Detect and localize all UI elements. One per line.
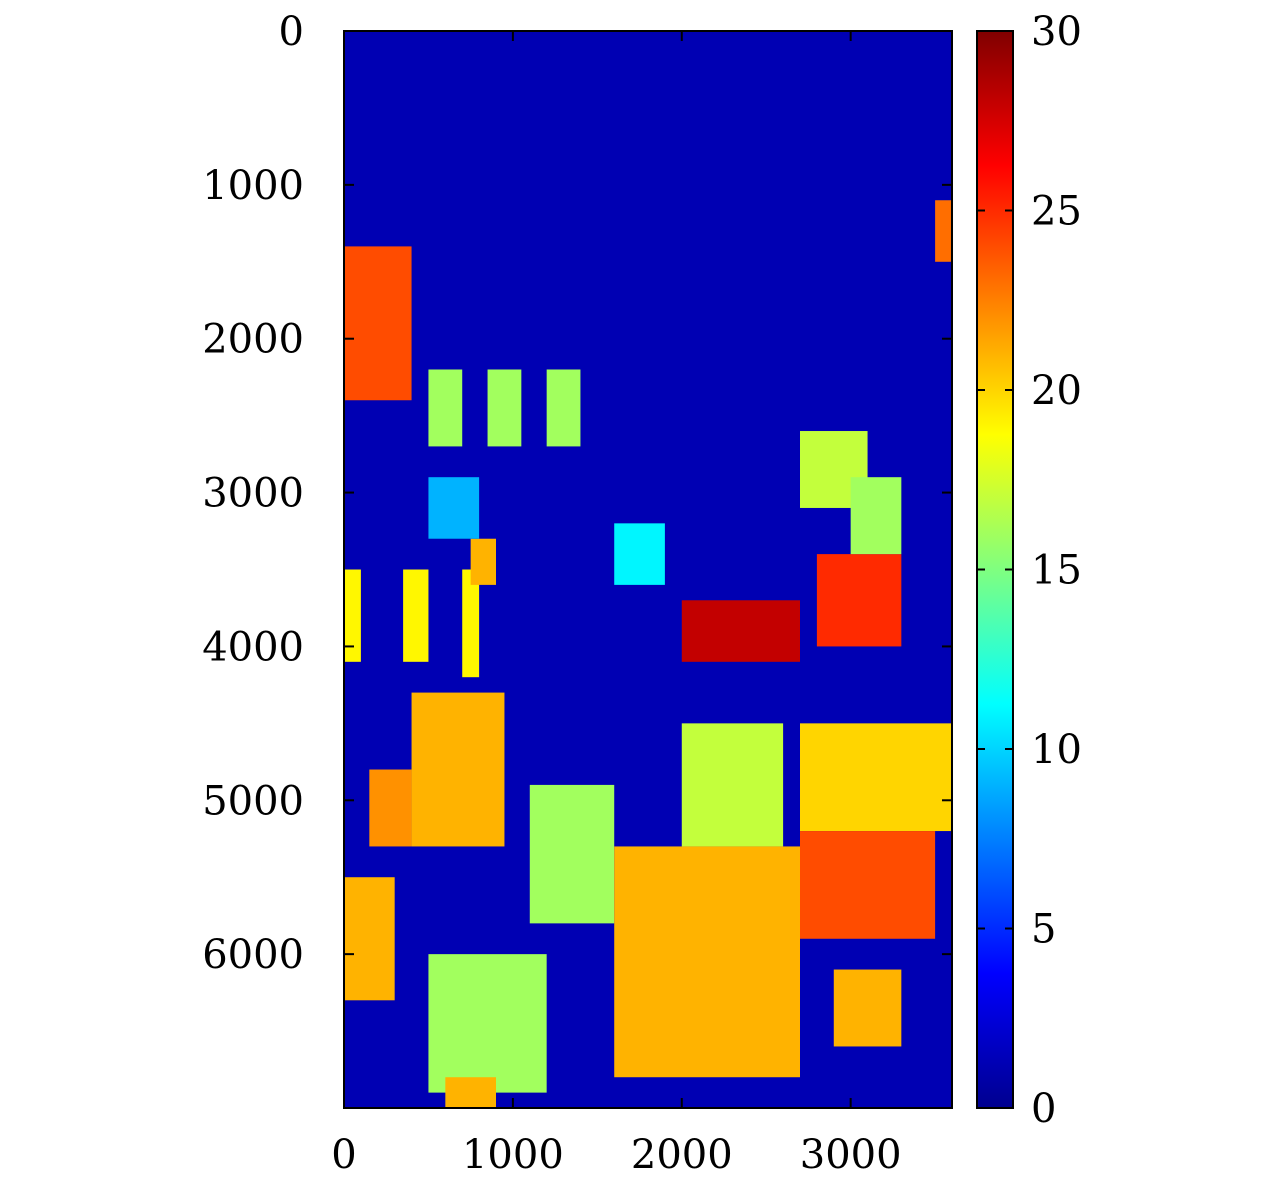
heatmap-cell-14 bbox=[369, 769, 412, 847]
heatmap-cell-20 bbox=[614, 846, 800, 1078]
y-tick-label: 1000 bbox=[202, 163, 304, 209]
colorbar-tick-label: 10 bbox=[1031, 727, 1082, 773]
heatmap-cell-23 bbox=[445, 1077, 496, 1108]
colorbar-tick-label: 15 bbox=[1031, 548, 1082, 594]
heatmap-cell-2 bbox=[487, 369, 522, 447]
x-tick-label: 2000 bbox=[631, 1132, 733, 1178]
heatmap-cell-3 bbox=[546, 369, 581, 447]
y-tick-label: 2000 bbox=[202, 317, 304, 363]
heatmap-cell-0 bbox=[344, 246, 412, 401]
heatmap-cell-12 bbox=[935, 200, 952, 262]
heatmap-cell-6 bbox=[462, 569, 480, 678]
x-axis: 0 1000 2000 3000 bbox=[331, 31, 902, 1178]
heatmap-cell-17 bbox=[800, 723, 952, 832]
heatmap-cell-5 bbox=[403, 569, 429, 662]
x-tick-label: 3000 bbox=[800, 1132, 902, 1178]
heatmap-cell-4 bbox=[344, 569, 361, 662]
heatmap-cell-7 bbox=[470, 538, 496, 585]
y-tick-label: 3000 bbox=[202, 471, 304, 517]
y-tick-label: 5000 bbox=[202, 778, 304, 824]
heatmap-cell-9 bbox=[816, 554, 902, 647]
heatmap-cell-22 bbox=[428, 954, 547, 1093]
heatmap-cell-1 bbox=[428, 369, 463, 447]
colorbar-tick-label: 30 bbox=[1031, 9, 1082, 55]
heatmap-cell-18 bbox=[800, 831, 936, 939]
y-tick-label: 4000 bbox=[202, 624, 304, 670]
colorbar-tick-label: 0 bbox=[1031, 1086, 1056, 1132]
x-tick-label: 1000 bbox=[462, 1132, 564, 1178]
y-tick-label: 6000 bbox=[202, 932, 304, 978]
colorbar-tick-label: 25 bbox=[1031, 189, 1082, 235]
heatmap-image bbox=[344, 31, 952, 1108]
heatmap-cell-16 bbox=[681, 723, 784, 847]
heatmap-cell-13 bbox=[411, 692, 505, 847]
heatmap-cell-19 bbox=[529, 784, 615, 924]
heatmap-cell-24 bbox=[614, 523, 665, 585]
heatmap-cell-11 bbox=[850, 477, 902, 555]
colorbar-axis: 0 5 10 15 20 25 30 bbox=[977, 9, 1082, 1132]
heatmap-cell-15 bbox=[344, 877, 395, 1001]
x-tick-label: 0 bbox=[331, 1132, 356, 1178]
y-tick-label: 0 bbox=[279, 9, 304, 55]
plot-frame bbox=[343, 30, 953, 1109]
y-axis: 0 1000 2000 3000 4000 5000 6000 bbox=[202, 9, 952, 978]
heatmap-cell-8 bbox=[681, 600, 800, 662]
colorbar-tick-label: 5 bbox=[1031, 907, 1056, 953]
heatmap-cell-25 bbox=[428, 477, 480, 539]
heatmap-cell-21 bbox=[833, 969, 902, 1047]
colorbar-tick-label: 20 bbox=[1031, 368, 1082, 414]
